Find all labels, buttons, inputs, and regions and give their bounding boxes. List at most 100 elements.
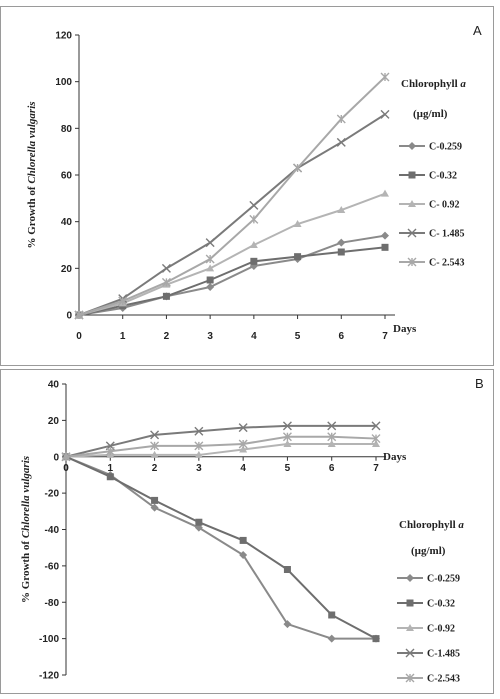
series-line — [78, 192, 386, 316]
series-line — [78, 113, 386, 316]
data-point — [337, 248, 345, 256]
data-point — [381, 243, 389, 251]
y-tick-label: -100 — [39, 634, 59, 645]
data-point — [150, 441, 160, 451]
x-axis-label: Days — [393, 323, 417, 335]
data-point — [294, 253, 302, 261]
data-point — [118, 296, 128, 306]
data-point — [205, 238, 215, 248]
legend-title: Chlorophyll a — [401, 78, 466, 90]
x-tick-label: 4 — [251, 331, 257, 342]
data-point — [239, 536, 247, 544]
x-tick-label: 5 — [285, 463, 291, 474]
x-tick-label: 7 — [373, 463, 379, 474]
data-point — [162, 292, 170, 300]
legend-entry: C- 1.485 — [429, 229, 465, 240]
y-tick-label: -60 — [45, 561, 60, 572]
data-point — [282, 421, 292, 431]
data-point — [195, 518, 203, 526]
legend-entry: C- 0.92 — [429, 200, 460, 211]
data-point — [282, 432, 292, 442]
y-tick-label: 0 — [66, 311, 72, 322]
data-point — [327, 421, 337, 431]
series-4 — [61, 432, 381, 462]
data-point — [336, 137, 346, 147]
x-tick-label: 6 — [329, 463, 335, 474]
data-point — [249, 241, 258, 248]
chart-b-svg: B -120 -100 -80 -60 -40 -20 0 20 40 0 1 2 3 4 5 6 7 Days % … — [20, 376, 484, 685]
y-tick-label: 100 — [55, 77, 72, 88]
data-point — [161, 277, 171, 287]
series-line — [78, 76, 386, 316]
legend-unit: (µg/ml) — [411, 545, 446, 557]
data-point — [151, 496, 159, 504]
series-4 — [74, 72, 390, 320]
data-point — [327, 634, 336, 643]
data-point — [372, 635, 380, 643]
x-tick-label: 3 — [207, 331, 213, 342]
data-point — [161, 263, 171, 273]
y-tick-label: 80 — [61, 124, 73, 135]
data-point — [150, 503, 159, 512]
legend: Chlorophyll a (µg/ml) C-0.259 C-0.32 C-0.92 C… — [397, 519, 464, 685]
y-tick-label: 40 — [48, 380, 60, 391]
legend-marker — [408, 142, 416, 150]
legend-marker — [405, 648, 415, 658]
x-tick-label: 6 — [339, 331, 345, 342]
legend-entry: C-2.543 — [427, 674, 460, 685]
legend-marker — [408, 171, 416, 179]
series-line — [65, 435, 377, 458]
series-1 — [75, 243, 389, 319]
legend-entry: C- 2.543 — [429, 258, 465, 269]
data-point — [194, 426, 204, 436]
series-2 — [75, 189, 389, 318]
legend-entry: C-0.32 — [427, 599, 455, 610]
data-point — [105, 446, 115, 456]
data-point — [194, 441, 204, 451]
panel-label: A — [473, 23, 482, 38]
legend-marker — [407, 257, 417, 267]
legend-unit: (µg/ml) — [413, 108, 448, 120]
data-point — [381, 189, 389, 197]
legend-entry: C-0.259 — [427, 574, 460, 585]
series-3 — [74, 109, 390, 320]
y-axis-label: % Growth of Chlorella vulgaris — [26, 101, 38, 248]
y-tick-label: 0 — [53, 452, 59, 463]
x-tick-label: 2 — [152, 463, 158, 474]
data-point — [150, 430, 160, 440]
legend-title: Chlorophyll a — [399, 519, 464, 531]
x-axis-label: Days — [383, 451, 407, 463]
data-point — [206, 283, 215, 291]
x-tick-label: 1 — [108, 463, 114, 474]
legend-marker — [408, 200, 416, 207]
y-tick-label: 20 — [61, 264, 73, 275]
data-point — [194, 450, 203, 458]
y-tick-label: -120 — [39, 671, 59, 682]
data-point — [206, 264, 215, 272]
y-tick-label: -20 — [45, 489, 60, 500]
data-point — [61, 452, 71, 462]
data-point — [371, 421, 381, 431]
data-point — [337, 206, 346, 213]
data-point — [336, 114, 346, 124]
y-tick-label: 60 — [61, 171, 73, 182]
data-point — [327, 440, 336, 448]
data-point — [205, 254, 215, 264]
panel-label: B — [475, 376, 484, 391]
series-3 — [61, 421, 381, 462]
data-point — [283, 566, 291, 574]
data-point — [327, 432, 337, 442]
series-line — [65, 424, 376, 458]
y-axis-label: % Growth of Chlorella vulgaris — [20, 456, 32, 603]
legend-marker — [406, 599, 414, 607]
series-1 — [62, 453, 380, 643]
data-point — [328, 611, 336, 619]
chart-a-svg: A 0 20 40 60 80 100 120 0 1 2 3 4 5 6 7 Days % Growth of … — [26, 23, 482, 342]
data-point — [372, 440, 380, 448]
data-point — [371, 434, 381, 444]
y-tick-label: 20 — [48, 416, 60, 427]
legend-marker — [405, 673, 415, 683]
chart-panel-b: B -120 -100 -80 -60 -40 -20 0 20 40 0 1 2 3 4 5 6 7 Days % … — [0, 369, 494, 694]
series-line — [65, 443, 376, 458]
data-point — [74, 310, 84, 320]
